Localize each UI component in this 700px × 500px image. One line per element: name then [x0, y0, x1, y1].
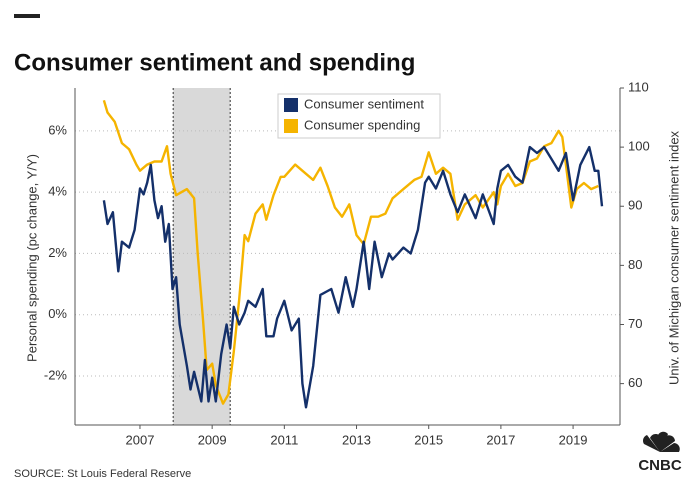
title-bar [14, 14, 40, 18]
logo-peacock [642, 431, 680, 452]
legend-label: Consumer sentiment [304, 96, 424, 111]
y2-tick-label: 110 [628, 79, 649, 94]
recession-band [173, 88, 231, 425]
y-tick-label: 0% [48, 306, 67, 321]
y2-tick-label: 60 [628, 375, 642, 390]
y2-tick-label: 80 [628, 257, 642, 272]
chart-title: Consumer sentiment and spending [14, 49, 415, 76]
y-axis-label: Personal spending (pc change, Y/Y) [24, 154, 39, 362]
y2-tick-label: 100 [628, 139, 650, 154]
legend-swatch [284, 98, 298, 112]
x-tick-label: 2015 [414, 432, 443, 447]
logo-text: CNBC [638, 457, 681, 474]
legend: Consumer sentiment Consumer spending [277, 93, 441, 139]
y-tick-label: 6% [48, 122, 67, 137]
x-tick-label: 2013 [342, 432, 371, 447]
legend-label: Consumer spending [304, 117, 420, 132]
y-tick-label: 4% [48, 184, 67, 199]
source: SOURCE: St Louis Federal Reserve [14, 468, 191, 480]
legend-swatch [284, 119, 298, 133]
x-tick-label: 2011 [270, 432, 298, 447]
y2-axis-label: Univ. of Michigan consumer sentiment ind… [666, 130, 681, 385]
x-tick-label: 2009 [198, 432, 227, 447]
series-line [102, 99, 599, 405]
x-tick-label: 2007 [126, 432, 155, 447]
y-tick-label: 2% [48, 245, 67, 260]
x-tick-label: 2017 [486, 432, 515, 447]
legend-box [277, 93, 441, 139]
y2-tick-label: 70 [628, 316, 642, 331]
x-tick-label: 2019 [559, 432, 588, 447]
y2-tick-label: 90 [628, 198, 642, 213]
series-line [102, 145, 604, 409]
y-tick-label: -2% [44, 367, 68, 382]
logo: CNBC [638, 431, 682, 474]
